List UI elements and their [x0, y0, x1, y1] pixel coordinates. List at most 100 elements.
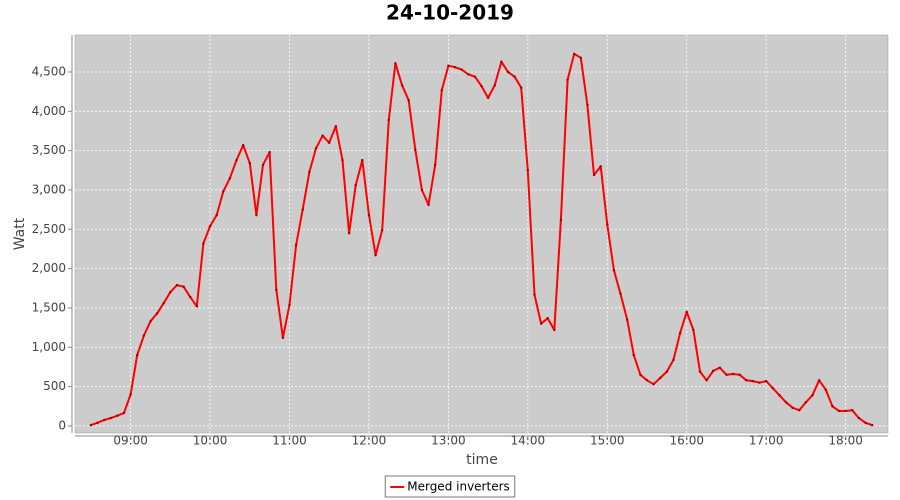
point	[526, 169, 530, 172]
x-tick-label: 11:00	[272, 434, 307, 448]
point	[817, 379, 821, 382]
x-tick-label: 16:00	[669, 434, 704, 448]
point	[692, 328, 695, 332]
point	[301, 208, 304, 211]
point	[142, 334, 146, 337]
x-axis-label: time	[466, 452, 498, 468]
point	[592, 173, 596, 177]
point	[288, 303, 291, 306]
point	[533, 293, 536, 296]
point	[612, 268, 616, 272]
point	[175, 283, 179, 287]
y-tick-label: 4,000	[32, 104, 66, 118]
point	[831, 405, 834, 408]
point	[440, 88, 443, 92]
point	[136, 353, 139, 357]
point	[321, 134, 324, 137]
point	[645, 379, 649, 382]
point	[625, 318, 629, 321]
point	[500, 60, 503, 63]
point	[109, 416, 112, 420]
point	[208, 224, 212, 228]
point	[758, 381, 761, 384]
point	[241, 143, 245, 147]
y-tick-label: 1,000	[32, 340, 66, 354]
point	[188, 295, 192, 299]
point	[222, 190, 225, 193]
point	[275, 288, 278, 292]
point	[837, 409, 841, 413]
point	[486, 96, 490, 100]
y-tick-label: 0	[58, 418, 66, 432]
point	[215, 213, 218, 217]
point	[460, 68, 463, 71]
point	[665, 370, 669, 373]
point	[520, 86, 523, 89]
point	[579, 56, 583, 60]
plot-area	[74, 34, 889, 434]
point	[712, 369, 715, 373]
point	[447, 64, 450, 67]
point	[420, 188, 424, 192]
legend-label: Merged inverters	[407, 480, 510, 494]
point	[202, 242, 205, 245]
point	[546, 316, 549, 320]
point	[705, 379, 708, 382]
point	[718, 366, 722, 369]
point	[824, 388, 827, 391]
point	[314, 147, 318, 150]
point	[685, 310, 688, 314]
point	[407, 99, 410, 102]
point	[380, 228, 384, 232]
point	[281, 336, 285, 340]
point	[725, 373, 728, 376]
point	[745, 379, 748, 382]
point	[414, 148, 417, 152]
point	[308, 170, 311, 174]
point	[116, 414, 119, 417]
point	[268, 150, 271, 154]
point	[639, 373, 642, 376]
point	[473, 75, 477, 78]
x-tick-label: 18:00	[828, 434, 863, 448]
x-tick-label: 17:00	[749, 434, 784, 448]
x-tick-label: 14:00	[511, 434, 546, 448]
point	[361, 158, 364, 162]
point	[347, 232, 351, 235]
y-tick-label: 4,500	[32, 64, 66, 78]
point	[870, 423, 874, 427]
point	[354, 184, 357, 187]
point	[844, 409, 847, 413]
point	[851, 408, 854, 412]
point	[294, 243, 298, 247]
point	[480, 84, 483, 88]
point	[122, 411, 126, 415]
point	[149, 320, 152, 323]
point	[387, 118, 391, 122]
point	[367, 213, 371, 217]
y-axis-label: Watt	[12, 217, 28, 250]
point	[453, 66, 457, 69]
point	[195, 305, 199, 308]
point	[731, 372, 735, 376]
y-tick-label: 2,500	[32, 222, 66, 236]
point	[864, 421, 867, 424]
point	[493, 84, 496, 87]
point	[433, 163, 437, 166]
point	[771, 386, 775, 390]
point	[652, 383, 655, 386]
point	[261, 163, 265, 166]
point	[586, 103, 589, 107]
point	[394, 62, 397, 65]
point	[334, 125, 338, 128]
point	[400, 84, 404, 87]
point	[427, 203, 430, 207]
point	[738, 373, 741, 376]
point	[751, 379, 755, 383]
legend-box	[384, 475, 516, 498]
point	[506, 70, 510, 74]
point	[89, 423, 93, 427]
point	[778, 394, 781, 397]
